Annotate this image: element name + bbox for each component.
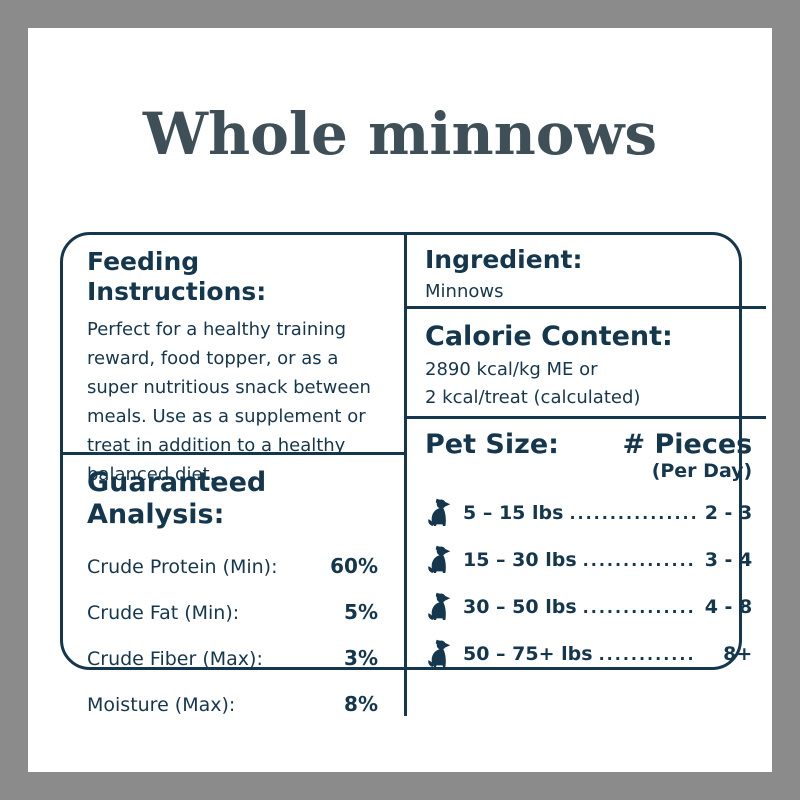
pet-weight-range: 15 – 30 lbs	[463, 549, 577, 572]
ingredient-heading: Ingredient:	[425, 245, 583, 274]
calorie-line-2: 2 kcal/treat (calculated)	[425, 387, 641, 409]
dog-icon	[428, 499, 451, 527]
pieces-amount: 8+	[723, 643, 753, 666]
analysis-value: 3%	[344, 645, 378, 670]
dot-leader: ............	[598, 644, 696, 664]
pieces-heading: # Pieces	[622, 429, 753, 460]
pieces-amount: 2 - 3	[704, 502, 753, 525]
pet-size-header: Pet Size: # Pieces (Per Day)	[425, 429, 752, 482]
pet-size-section: Pet Size: # Pieces (Per Day) 5 – 15 lbs …	[407, 419, 766, 716]
dot-leader: ................	[569, 503, 699, 523]
dog-icon	[428, 546, 451, 574]
analysis-row: Moisture (Max): 8%	[87, 692, 378, 716]
pet-size-heading: Pet Size:	[425, 429, 559, 460]
pet-weight-range: 50 – 75+ lbs	[463, 643, 593, 666]
guaranteed-analysis-rows: Crude Protein (Min): 60% Crude Fat (Min)…	[87, 554, 378, 716]
guaranteed-analysis-heading: Guaranteed Analysis:	[87, 467, 267, 531]
analysis-value: 60%	[330, 553, 378, 578]
ingredient-section: Ingredient: Minnows	[407, 235, 767, 309]
right-column: Ingredient: Minnows Calorie Content: 289…	[407, 235, 767, 716]
pet-weight-range: 5 – 15 lbs	[463, 502, 564, 525]
feeding-instructions-heading: Feeding Instructions:	[87, 247, 267, 306]
nutrition-label-box: Feeding Instructions: Perfect for a heal…	[60, 232, 767, 716]
pieces-amount: 4 - 8	[704, 596, 753, 619]
analysis-label: Crude Fiber (Max):	[87, 647, 263, 670]
calorie-content-heading: Calorie Content:	[425, 321, 673, 352]
pet-size-row: 5 – 15 lbs ................ 2 - 3	[425, 497, 752, 529]
analysis-value: 8%	[344, 691, 378, 716]
pieces-heading-wrap: # Pieces (Per Day)	[622, 429, 752, 482]
analysis-row: Crude Fiber (Max): 3%	[87, 646, 378, 670]
feeding-instructions-section: Feeding Instructions: Perfect for a heal…	[63, 235, 404, 485]
dot-leader: ..............	[582, 550, 696, 570]
guaranteed-analysis-section: Guaranteed Analysis: Crude Protein (Min)…	[63, 455, 404, 716]
calorie-content-section: Calorie Content: 2890 kcal/kg ME or 2 kc…	[407, 309, 767, 419]
analysis-label: Moisture (Max):	[87, 693, 236, 716]
analysis-label: Crude Fat (Min):	[87, 601, 240, 624]
analysis-row: Crude Fat (Min): 5%	[87, 600, 378, 624]
pet-size-row: 30 – 50 lbs .............. 4 - 8	[425, 591, 752, 623]
pet-weight-range: 30 – 50 lbs	[463, 596, 577, 619]
analysis-label: Crude Protein (Min):	[87, 555, 278, 578]
calorie-line-1: 2890 kcal/kg ME or	[425, 359, 598, 381]
analysis-value: 5%	[344, 599, 378, 624]
dog-icon	[428, 593, 451, 621]
pet-size-row: 15 – 30 lbs .............. 3 - 4	[425, 544, 752, 576]
dog-icon	[428, 640, 451, 668]
pieces-subheading: (Per Day)	[651, 460, 753, 483]
feeding-instructions-text: Perfect for a healthy training reward, f…	[87, 319, 371, 485]
dot-leader: ..............	[582, 597, 696, 617]
product-title: Whole minnows	[142, 100, 658, 168]
ingredient-value: Minnows	[425, 281, 504, 302]
pieces-amount: 3 - 4	[704, 549, 753, 572]
left-column: Feeding Instructions: Perfect for a heal…	[63, 235, 407, 716]
analysis-row: Crude Protein (Min): 60%	[87, 554, 378, 578]
pet-size-row: 50 – 75+ lbs ............ 8+	[425, 638, 752, 670]
